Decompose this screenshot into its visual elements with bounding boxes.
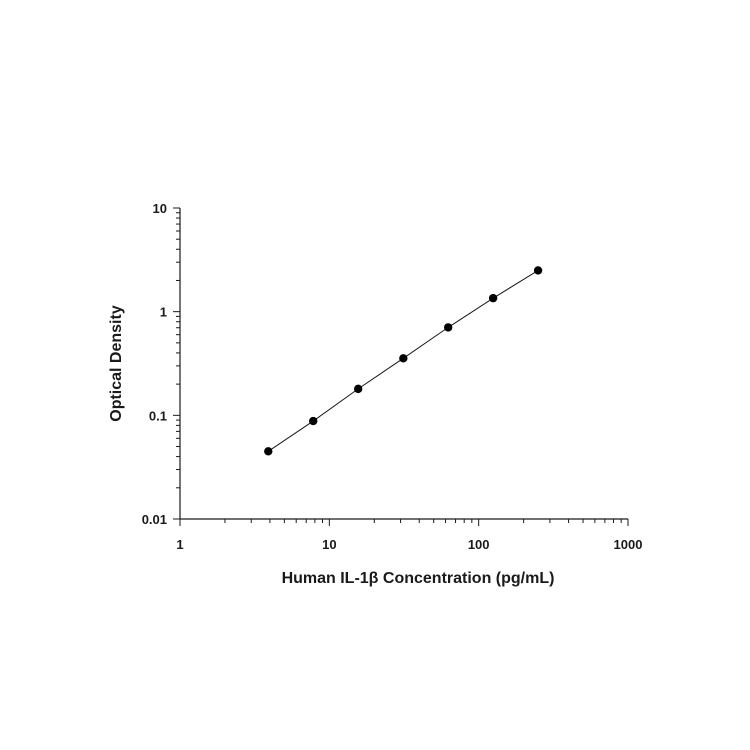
y-tick-label: 0.1 [149, 408, 167, 423]
data-points [264, 266, 543, 456]
data-point [353, 384, 363, 394]
data-point [443, 323, 453, 332]
x-tick-label: 1 [176, 537, 183, 552]
x-axis-title: Human IL-1β Concentration (pg/mL) [282, 570, 555, 587]
x-tick-label: 10 [322, 537, 336, 552]
data-point [533, 266, 543, 275]
y-tick-label: 10 [153, 201, 167, 216]
x-tick-label: 1000 [614, 537, 643, 552]
data-point [399, 354, 408, 363]
tick-labels: 1 10 100 1000 10 1 0.1 0.01 [142, 201, 643, 552]
y-tick-label: 0.01 [142, 512, 167, 527]
data-point [309, 416, 318, 426]
y-tick-label: 1 [160, 305, 167, 320]
data-point [488, 293, 498, 303]
axes [179, 208, 628, 520]
axis-ticks [173, 207, 629, 526]
x-tick-label: 100 [468, 537, 490, 552]
y-axis-title: Optical Density [108, 305, 125, 422]
data-point [264, 447, 273, 456]
